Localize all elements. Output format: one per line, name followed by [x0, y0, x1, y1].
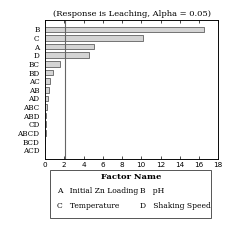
- Bar: [45, 122, 46, 127]
- Bar: [45, 104, 47, 110]
- Bar: [45, 113, 46, 119]
- Bar: [45, 27, 204, 32]
- Text: D   Shaking Speed: D Shaking Speed: [140, 202, 211, 210]
- Title: (Response is Leaching, Alpha = 0.05): (Response is Leaching, Alpha = 0.05): [53, 10, 211, 18]
- X-axis label: Standardized Effect: Standardized Effect: [82, 174, 181, 183]
- Bar: [45, 78, 50, 84]
- Text: B   pH: B pH: [140, 187, 164, 195]
- Bar: [45, 87, 49, 92]
- Bar: [45, 70, 53, 75]
- Bar: [45, 44, 94, 50]
- Text: Factor Name: Factor Name: [101, 173, 162, 181]
- Bar: [45, 130, 46, 136]
- Bar: [45, 35, 143, 41]
- Bar: [45, 61, 60, 67]
- Text: C   Temperature: C Temperature: [57, 202, 119, 210]
- Bar: [45, 52, 89, 58]
- Bar: [45, 96, 48, 101]
- Text: A   Initial Zn Loading: A Initial Zn Loading: [57, 187, 138, 195]
